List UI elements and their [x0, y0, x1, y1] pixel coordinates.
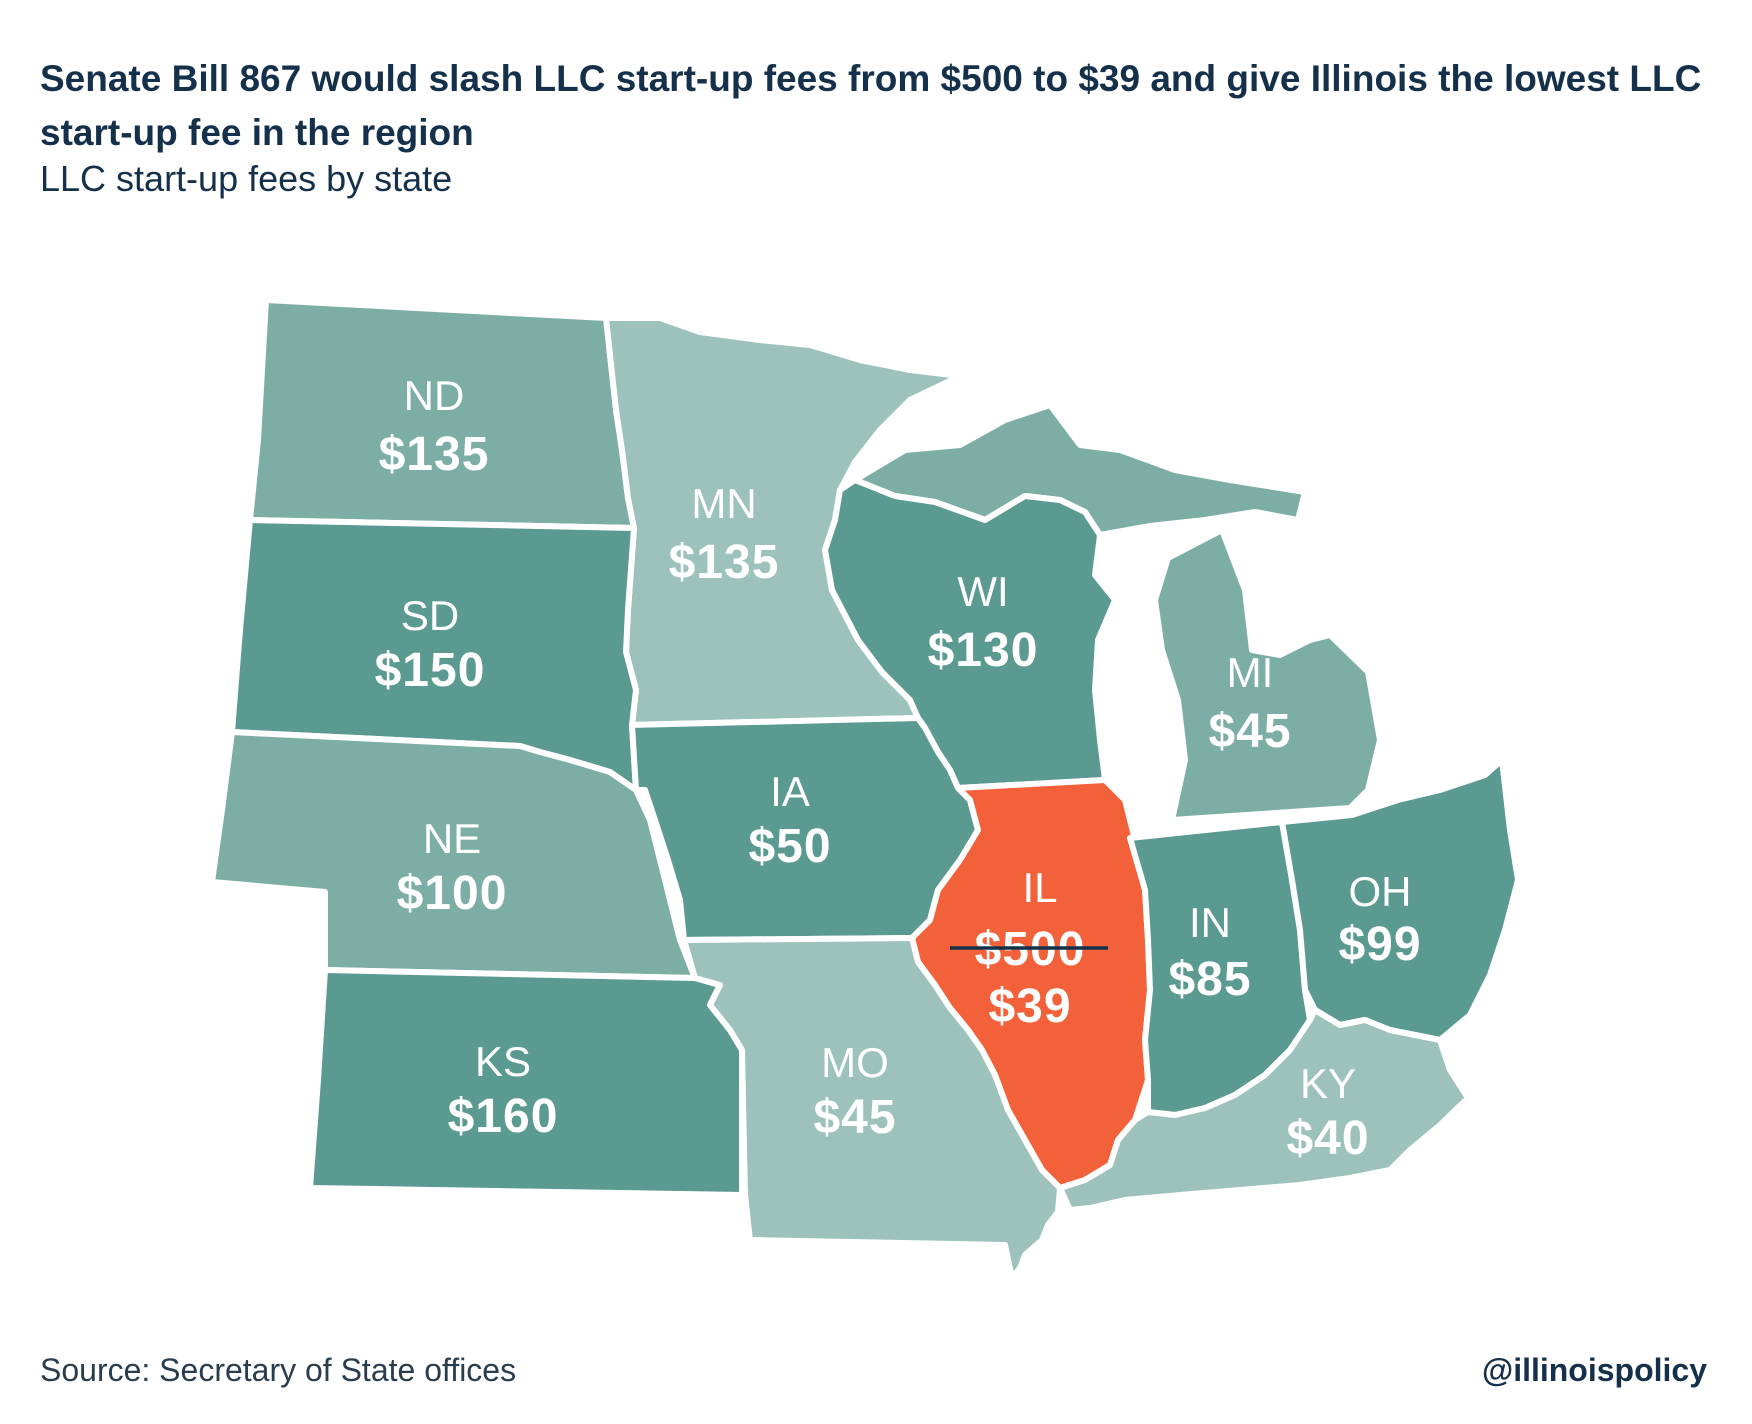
label-nd-fee: $135	[379, 428, 490, 481]
label-il-abbr: IL	[1022, 864, 1057, 911]
state-oh	[1279, 757, 1521, 1043]
label-il-fee: $39	[988, 980, 1071, 1033]
label-in-abbr: IN	[1189, 899, 1231, 946]
state-mo	[681, 935, 1063, 1281]
label-nd-abbr: ND	[404, 372, 465, 419]
state-mi	[1152, 527, 1383, 823]
state-ne	[209, 729, 698, 981]
chart-title: Senate Bill 867 would slash LLC start-up…	[40, 58, 1702, 153]
label-wi-fee: $130	[928, 624, 1039, 677]
state-ky	[1057, 1007, 1471, 1213]
label-wi-abbr: WI	[957, 568, 1008, 615]
label-sd-abbr: SD	[401, 592, 459, 639]
label-ks-abbr: KS	[475, 1038, 531, 1085]
label-ky-abbr: KY	[1300, 1060, 1356, 1107]
label-ks-fee: $160	[448, 1090, 559, 1143]
label-sd-fee: $150	[375, 644, 486, 697]
label-mn-fee: $135	[669, 536, 780, 589]
label-mo-fee: $45	[813, 1091, 896, 1144]
label-ky-fee: $40	[1286, 1112, 1369, 1165]
label-mn-abbr: MN	[691, 480, 756, 527]
chart-subtitle: LLC start-up fees by state	[40, 158, 453, 199]
label-ia-fee: $50	[748, 820, 831, 873]
label-oh-abbr: OH	[1349, 868, 1412, 915]
label-oh-fee: $99	[1338, 918, 1421, 971]
label-mi-fee: $45	[1208, 705, 1291, 758]
label-ne-fee: $100	[397, 867, 508, 920]
label-mi-abbr: MI	[1227, 649, 1274, 696]
midwest-map: ND $135 MN $135 SD $150 WI $130 MI $45 N…	[209, 300, 1521, 1281]
label-ia-abbr: IA	[770, 768, 810, 815]
source-note: Source: Secretary of State offices	[40, 1352, 517, 1388]
label-ne-abbr: NE	[423, 815, 481, 862]
brand-handle: @illinoispolicy	[1481, 1352, 1707, 1388]
label-mo-abbr: MO	[821, 1039, 889, 1086]
label-in-fee: $85	[1168, 953, 1251, 1006]
